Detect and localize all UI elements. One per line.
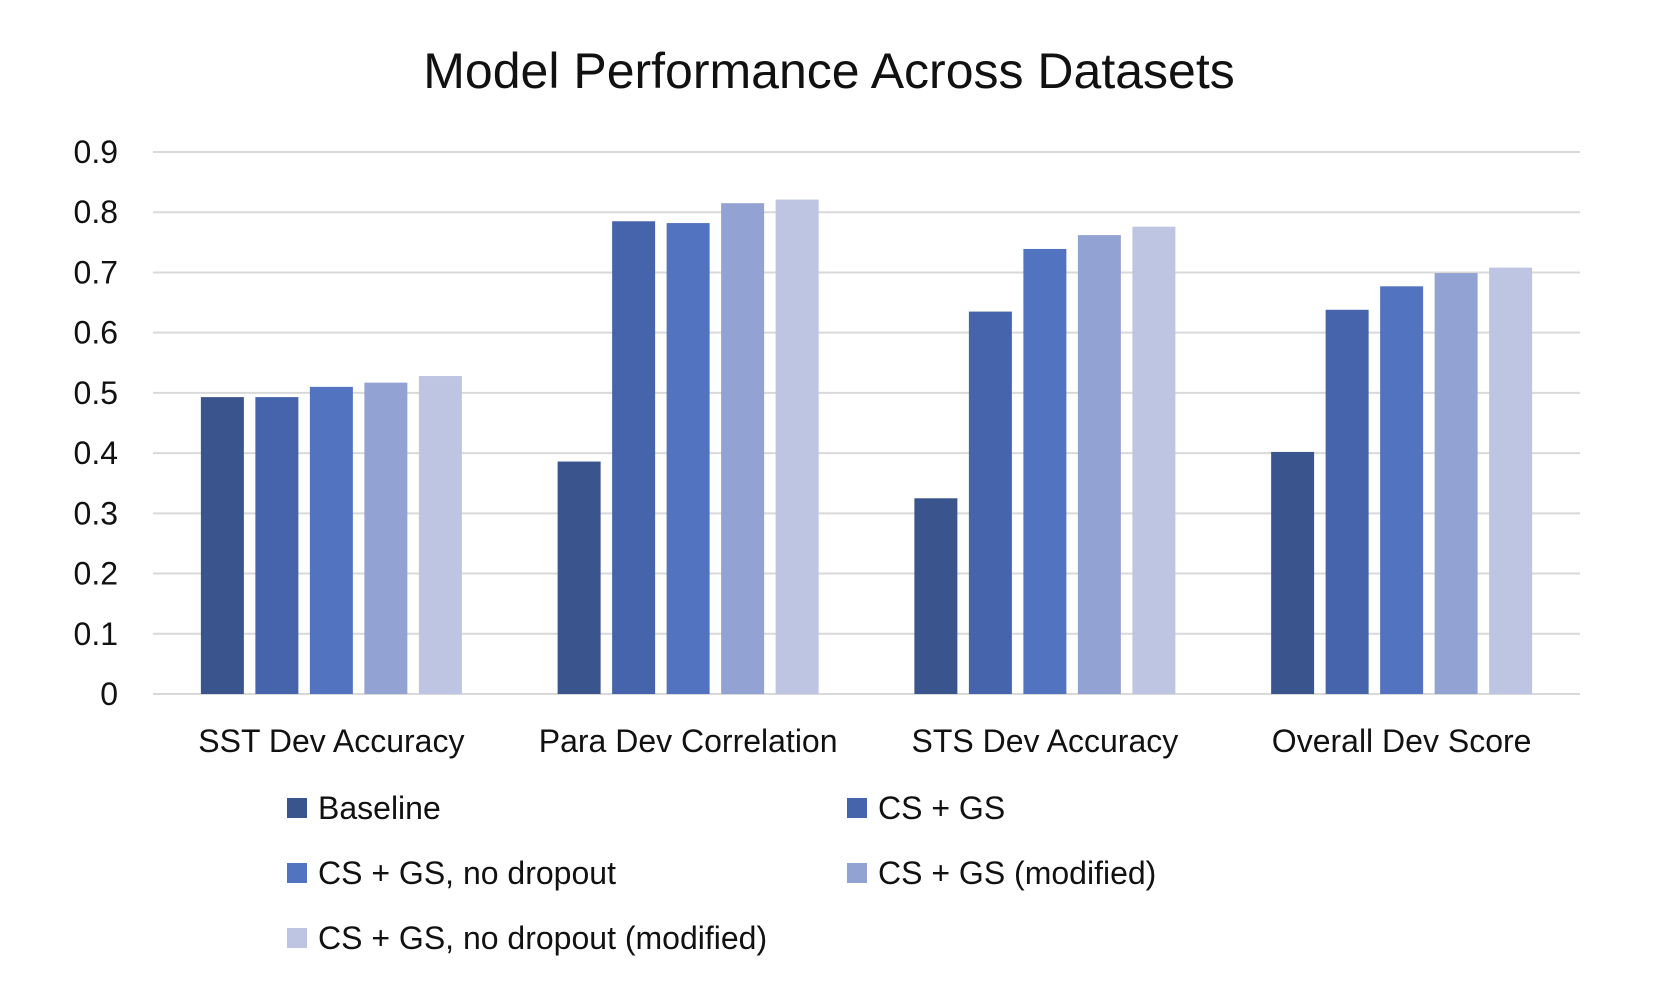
- bar-1-1: [200, 397, 244, 694]
- bar-4-2: [721, 203, 765, 694]
- legend-label: CS + GS, no dropout: [318, 855, 616, 891]
- y-tick-label: 0.2: [74, 556, 118, 592]
- y-tick-label: 0.9: [74, 134, 118, 170]
- bar-2-3: [968, 311, 1012, 694]
- x-category-label: SST Dev Accuracy: [198, 723, 464, 759]
- x-category-label: STS Dev Accuracy: [912, 723, 1179, 759]
- legend-swatch: [287, 928, 307, 948]
- y-tick-label: 0.5: [74, 375, 118, 411]
- chart-title: Model Performance Across Datasets: [423, 43, 1234, 99]
- x-axis-category-labels: SST Dev Accuracy Para Dev Correlation STS …: [198, 723, 1531, 759]
- bar-2-4: [1325, 309, 1369, 694]
- bar-3-4: [1380, 286, 1424, 694]
- bar-3-3: [1023, 248, 1067, 695]
- legend-swatch: [847, 863, 867, 883]
- legend: Baseline CS + GS CS + GS, no dropout CS + G…: [287, 790, 1156, 956]
- y-tick-label: 0.4: [74, 435, 118, 471]
- legend-label: CS + GS: [878, 790, 1005, 826]
- legend-label: Baseline: [318, 790, 441, 826]
- y-tick-label: 0.1: [74, 616, 118, 652]
- bar-1-4: [1271, 451, 1315, 694]
- bar-4-1: [364, 382, 408, 694]
- bar-5-1: [418, 376, 462, 694]
- bars: [200, 199, 1533, 695]
- legend-swatch: [287, 798, 307, 818]
- y-tick-label: 0: [100, 676, 118, 712]
- bar-5-3: [1132, 226, 1176, 695]
- y-tick-label: 0.7: [74, 254, 118, 290]
- bar-2-2: [612, 221, 656, 694]
- bar-4-4: [1434, 273, 1478, 694]
- bar-3-2: [666, 223, 710, 694]
- bar-5-4: [1489, 267, 1533, 694]
- bar-2-1: [255, 397, 299, 694]
- x-category-label: Overall Dev Score: [1272, 723, 1532, 759]
- y-tick-label: 0.8: [74, 194, 118, 230]
- bar-5-2: [775, 199, 819, 694]
- y-axis-tick-labels: 0 0.1 0.2 0.3 0.4 0.5 0.6 0.7 0.8 0.9: [74, 134, 118, 712]
- y-tick-label: 0.3: [74, 495, 118, 531]
- legend-swatch: [287, 863, 307, 883]
- bar-1-2: [557, 461, 601, 694]
- x-category-label: Para Dev Correlation: [539, 723, 838, 759]
- legend-label: CS + GS (modified): [878, 855, 1156, 891]
- bar-1-3: [914, 498, 958, 694]
- legend-label: CS + GS, no dropout (modified): [318, 920, 767, 956]
- bar-4-3: [1077, 235, 1121, 694]
- bar-3-1: [309, 386, 353, 694]
- legend-swatch: [847, 798, 867, 818]
- y-tick-label: 0.6: [74, 315, 118, 351]
